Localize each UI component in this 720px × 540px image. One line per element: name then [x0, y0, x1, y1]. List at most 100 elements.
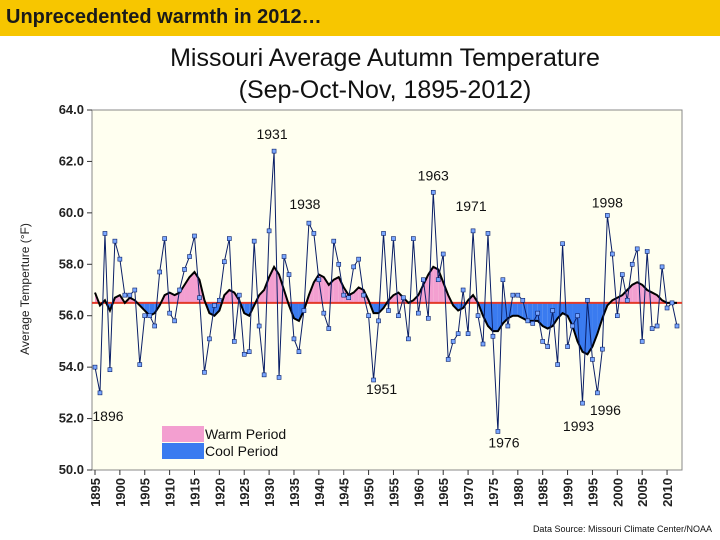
data-point	[256, 323, 262, 329]
data-point	[649, 326, 655, 331]
data-point	[634, 246, 640, 252]
legend-label: Cool Period	[205, 443, 278, 459]
data-point	[212, 303, 217, 308]
data-point	[207, 336, 212, 342]
data-point	[217, 297, 222, 303]
y-tick-label: 58.0	[59, 256, 84, 271]
data-point	[391, 236, 396, 241]
data-point	[525, 318, 531, 324]
cool-fill-segment	[373, 302, 379, 314]
cool-fill-segment	[144, 302, 150, 316]
data-point	[585, 297, 590, 303]
data-source-note: Data Source: Missouri Climate Center/NOA…	[532, 524, 712, 534]
data-point	[261, 372, 267, 378]
data-point	[311, 231, 317, 236]
x-tick-label: 2010	[660, 478, 675, 507]
legend-swatch	[162, 426, 204, 442]
warm-fill-segment	[433, 266, 439, 303]
data-point	[202, 369, 207, 375]
data-point	[152, 323, 157, 329]
data-point	[371, 377, 376, 383]
y-axis-label: Average Temperture (°F)	[18, 223, 32, 355]
data-point	[147, 313, 153, 319]
data-point	[351, 264, 356, 270]
data-point	[122, 292, 128, 298]
x-tick-label: 2005	[635, 478, 650, 507]
data-point	[639, 339, 645, 344]
data-point	[137, 362, 143, 367]
data-point	[465, 331, 471, 337]
data-point	[401, 295, 406, 301]
annual-temperature-line	[94, 151, 678, 432]
data-point	[172, 318, 177, 324]
data-point	[341, 292, 347, 298]
cool-fill-segment	[149, 302, 155, 316]
data-point	[222, 259, 227, 265]
data-point	[520, 297, 526, 303]
data-point	[107, 367, 113, 373]
year-annotation: 1996	[590, 402, 621, 418]
data-point	[346, 295, 351, 301]
data-point	[550, 308, 555, 313]
data-point	[450, 339, 456, 344]
warm-fill-segment	[114, 295, 120, 303]
data-point	[430, 189, 436, 195]
x-tick-label: 1965	[436, 478, 451, 507]
data-point	[296, 349, 302, 355]
data-point	[251, 238, 257, 244]
data-point	[535, 310, 541, 316]
cool-fill-segment	[567, 302, 573, 326]
data-point	[127, 292, 133, 298]
data-markers	[92, 148, 680, 434]
chart-title: Missouri Average Autumn Temperature	[170, 44, 600, 72]
data-point	[246, 349, 252, 355]
year-annotation: 1993	[563, 418, 594, 434]
cool-fill-segment	[512, 302, 518, 316]
data-point	[306, 220, 312, 226]
data-point	[575, 313, 580, 319]
warm-fill-segment	[632, 282, 638, 303]
data-point	[281, 254, 287, 259]
cool-fill-segment	[244, 302, 250, 316]
x-tick-label: 1955	[386, 478, 401, 507]
data-point	[425, 315, 431, 321]
data-point	[187, 254, 192, 259]
cool-fill-segment	[542, 302, 548, 329]
data-point	[421, 277, 426, 283]
data-point	[381, 231, 386, 236]
data-point	[440, 251, 446, 257]
data-point	[644, 249, 650, 254]
chart-subtitle: (Sep-Oct-Nov, 1895-2012)	[238, 76, 532, 104]
data-point	[291, 336, 297, 342]
data-point	[629, 261, 635, 267]
x-tick-label: 1945	[337, 478, 352, 507]
data-point	[480, 341, 486, 347]
x-tick-label: 1895	[88, 478, 103, 507]
y-tick-label: 54.0	[59, 359, 84, 374]
data-point	[266, 228, 272, 234]
data-point	[624, 297, 630, 303]
data-point	[102, 231, 108, 236]
data-point	[112, 238, 118, 244]
cool-fill-segment	[572, 302, 578, 342]
data-point	[301, 308, 307, 313]
data-point	[510, 292, 516, 298]
data-point	[336, 261, 342, 267]
x-tick-label: 2000	[610, 478, 625, 507]
warm-fill-segment	[259, 290, 265, 303]
data-point	[227, 236, 232, 241]
y-tick-label: 60.0	[59, 205, 84, 220]
data-point	[654, 323, 660, 329]
data-point	[376, 318, 381, 324]
year-annotation: 1951	[366, 381, 397, 397]
data-point	[192, 233, 197, 239]
data-point	[435, 277, 441, 283]
x-tick-label: 1925	[237, 478, 252, 507]
data-point	[485, 231, 491, 236]
data-point	[396, 313, 401, 319]
cool-fill-segment	[492, 302, 498, 332]
data-point	[236, 292, 242, 298]
data-point	[445, 357, 451, 362]
